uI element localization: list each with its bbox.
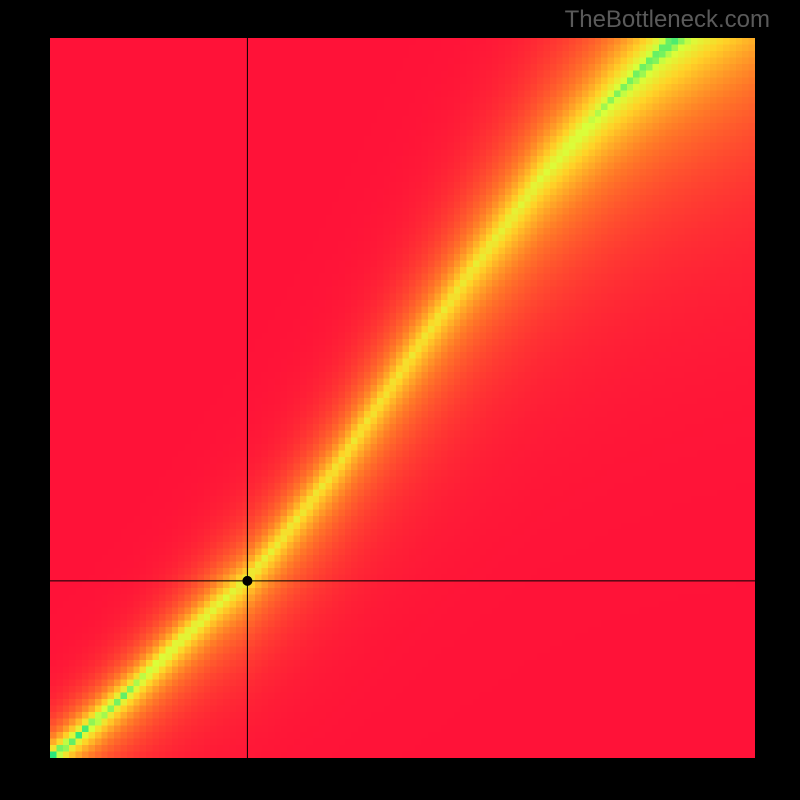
- chart-root: TheBottleneck.com: [0, 0, 800, 800]
- watermark-text: TheBottleneck.com: [565, 6, 770, 34]
- heatmap-canvas: [50, 38, 755, 758]
